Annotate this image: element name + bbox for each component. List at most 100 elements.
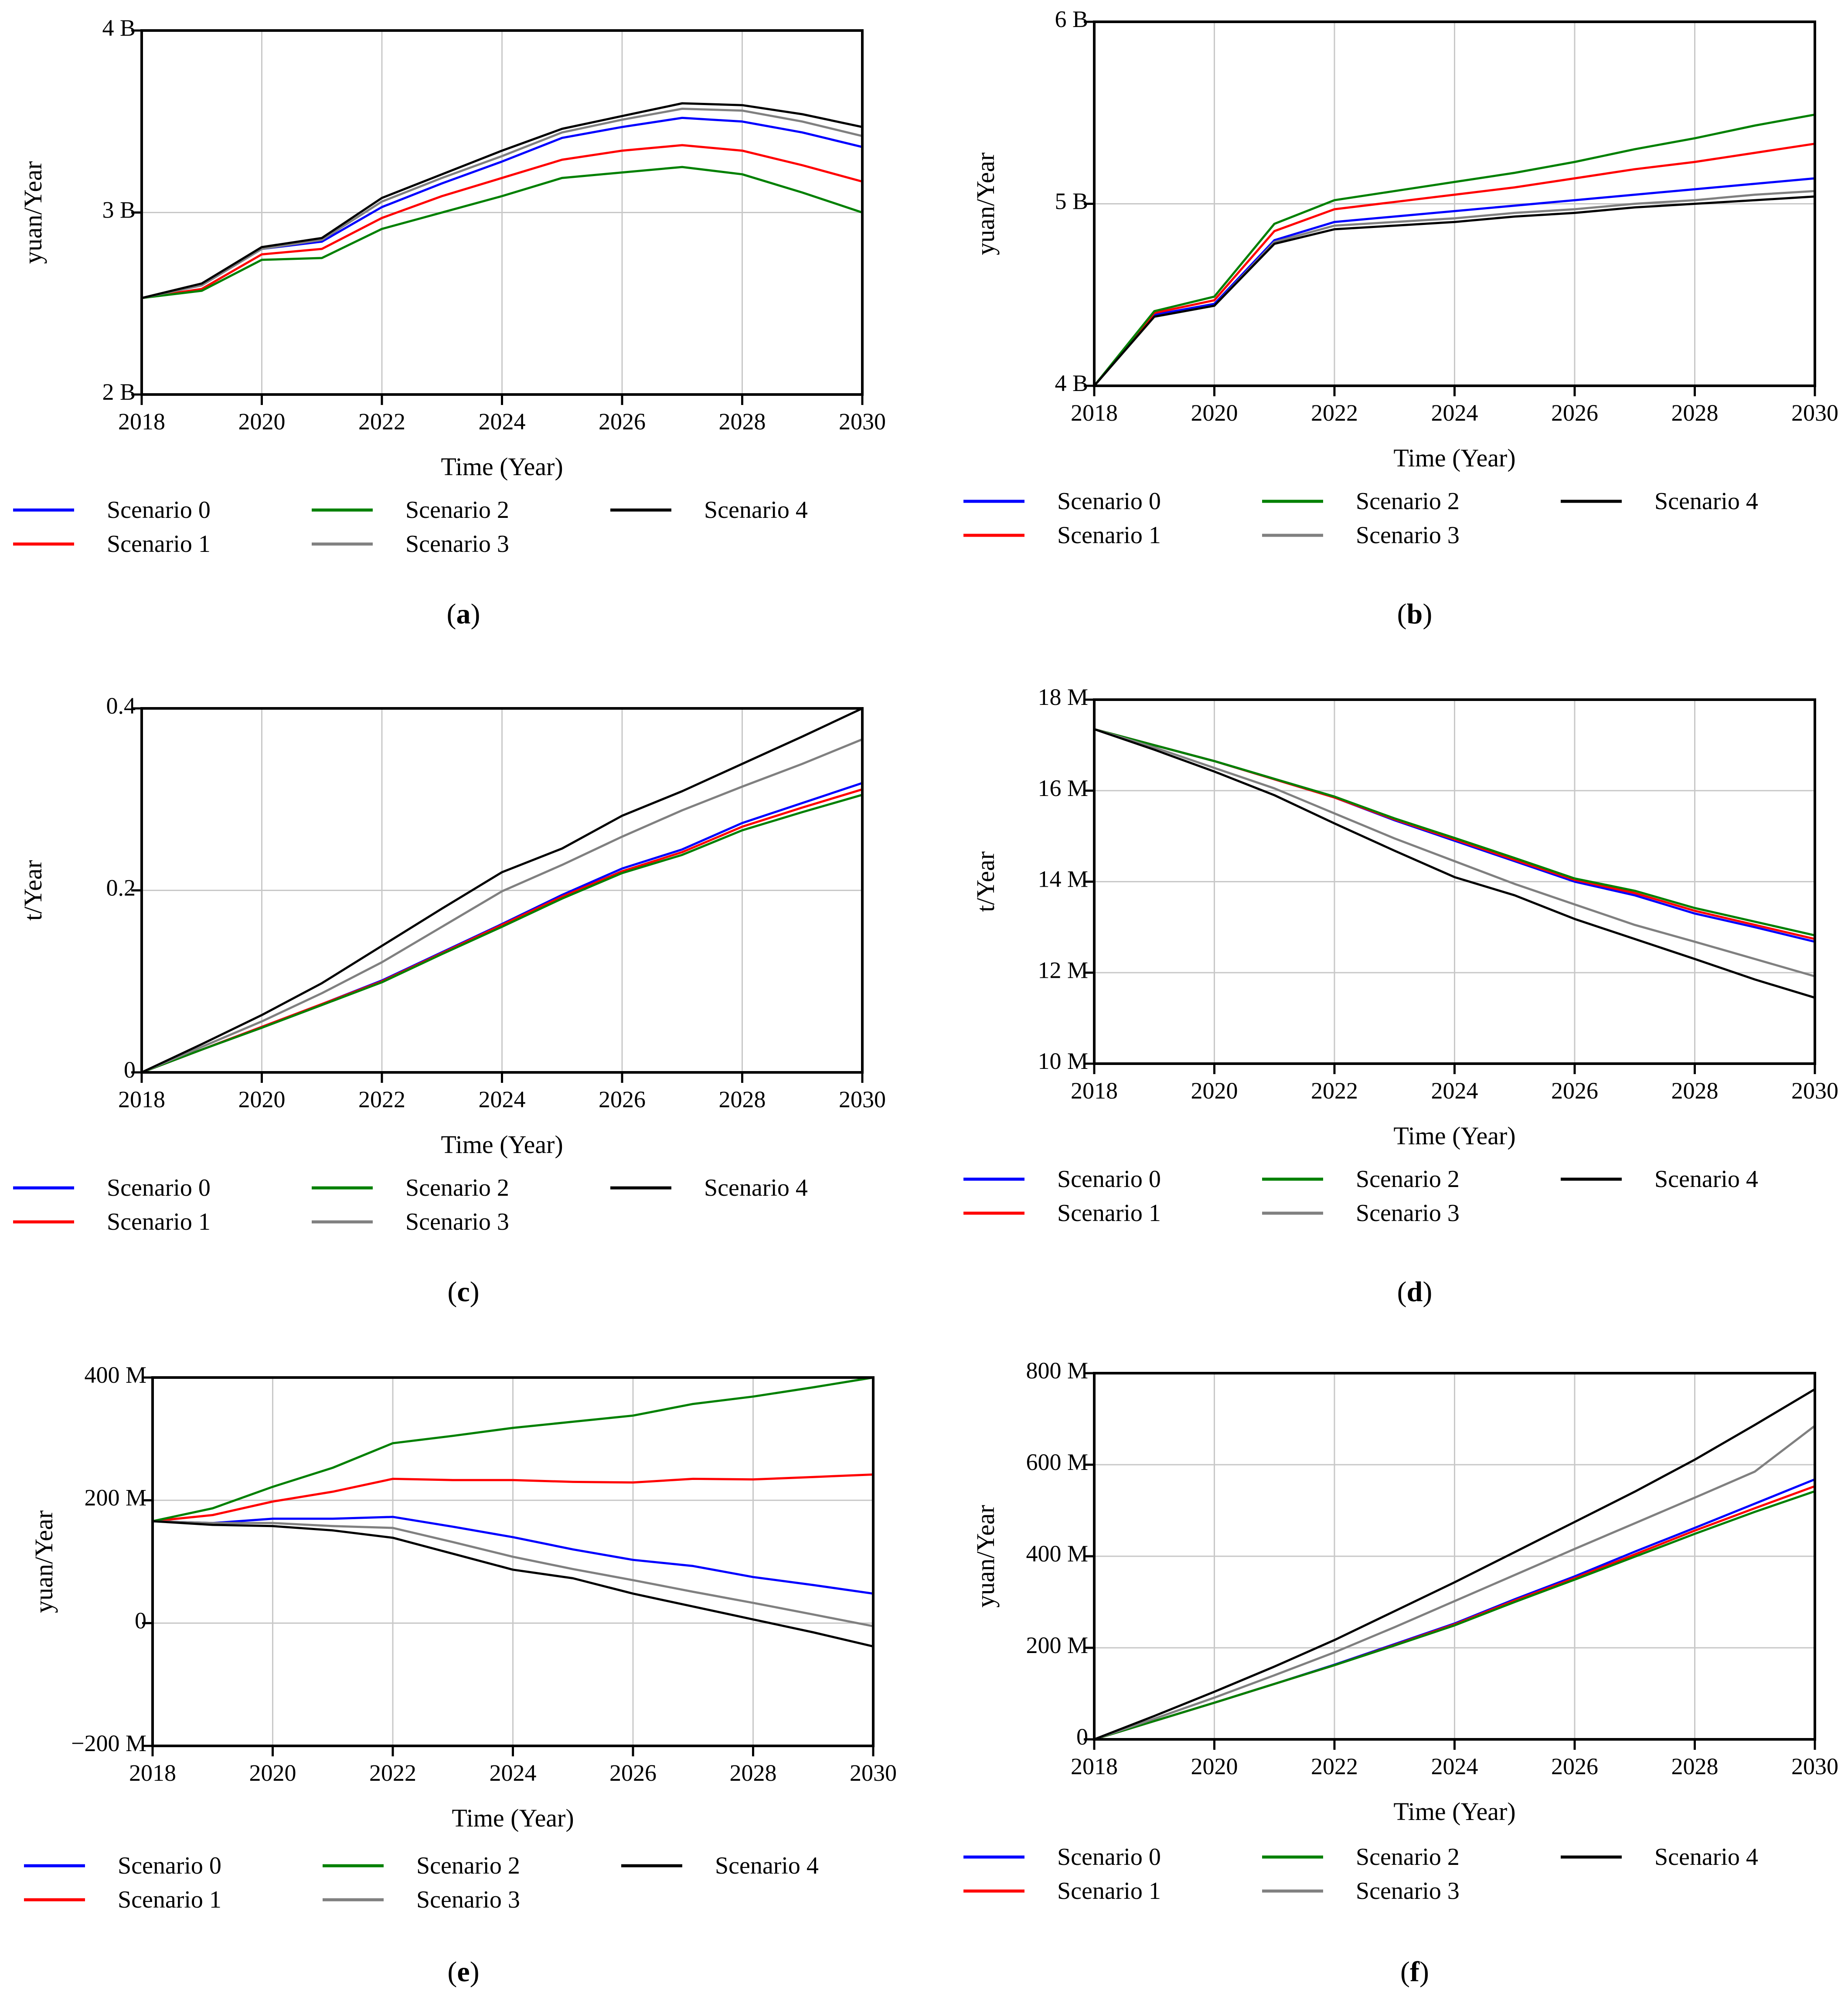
- series-line-scenario-0: [152, 1516, 874, 1595]
- x-tick-label: 2024: [1431, 1078, 1478, 1104]
- x-tick-label: 2020: [1191, 1753, 1238, 1779]
- legend-label: Scenario 1: [1057, 1878, 1161, 1905]
- y-tick-label: 10 M: [1038, 1048, 1088, 1074]
- legend-label: Scenario 4: [715, 1852, 819, 1879]
- x-tick-label: 2026: [1551, 400, 1598, 426]
- x-tick-label: 2030: [839, 408, 886, 435]
- panel-label: (e): [447, 1956, 479, 1988]
- chart-panel-a: 2 B 3 B 4 B 2018 2020 2022 2024 2026 2028 2030 Tim…: [13, 15, 886, 630]
- chart-panel-e: −200 M 0 200 M 400 M 2018 2020 2022 2024 2026 202…: [24, 1362, 897, 1988]
- y-tick-label: 0: [1076, 1724, 1088, 1750]
- series-line-scenario-2: [141, 166, 863, 299]
- x-tick-label: 2028: [719, 1086, 766, 1112]
- x-axis-label: Time (Year): [1393, 1797, 1515, 1826]
- series-line-scenario-1: [152, 1473, 874, 1523]
- legend-label: Scenario 1: [107, 1208, 211, 1235]
- legend-label: Scenario 2: [1356, 488, 1460, 515]
- x-tick-label: 2026: [599, 1086, 646, 1112]
- series-line-scenario-2: [152, 1376, 874, 1523]
- chart-panel-f: 0 200 M 400 M 600 M 800 M 2018 2020 2022 2024 202…: [963, 1357, 1838, 1988]
- y-tick-label: 18 M: [1038, 684, 1088, 710]
- x-axis-label: Time (Year): [441, 1130, 563, 1159]
- x-tick-label: 2028: [1671, 1753, 1719, 1779]
- legend-label: Scenario 0: [1057, 488, 1161, 515]
- y-tick-label: 400 M: [84, 1362, 146, 1388]
- series-line-scenario-2: [141, 793, 863, 1074]
- x-tick-label: 2020: [249, 1760, 296, 1786]
- x-tick-label: 2028: [730, 1760, 777, 1786]
- x-tick-label: 2024: [479, 1086, 526, 1112]
- series-line-scenario-1: [141, 144, 863, 299]
- legend-label: Scenario 2: [405, 497, 509, 524]
- x-tick-label: 2022: [358, 408, 405, 435]
- series-line-scenario-3: [141, 108, 863, 299]
- x-tick-label: 2018: [118, 1086, 165, 1112]
- y-tick-label: 4 B: [1055, 370, 1088, 396]
- x-tick-label: 2030: [1791, 400, 1838, 426]
- y-axis-label: t/Year: [19, 860, 47, 921]
- legend-label: Scenario 1: [107, 531, 211, 558]
- x-axis-label: Time (Year): [452, 1804, 574, 1832]
- x-tick-label: 2022: [1311, 400, 1358, 426]
- legend-label: Scenario 1: [1057, 1200, 1161, 1227]
- series-line-scenario-4: [1094, 728, 1815, 999]
- series-line-scenario-1: [1093, 143, 1815, 387]
- legend-label: Scenario 0: [107, 497, 211, 524]
- series-line-scenario-4: [1094, 1388, 1816, 1741]
- x-tick-label: 2022: [358, 1086, 405, 1112]
- x-tick-label: 2028: [1671, 1078, 1719, 1104]
- legend-label: Scenario 4: [1654, 1844, 1758, 1871]
- legend-label: Scenario 0: [118, 1852, 221, 1879]
- panel-label: (c): [447, 1276, 479, 1308]
- x-tick-label: 2028: [719, 408, 766, 435]
- y-axis-label: yuan/Year: [19, 161, 47, 264]
- y-tick-label: 3 B: [102, 197, 136, 223]
- legend-label: Scenario 4: [1654, 488, 1758, 515]
- y-tick-label: 200 M: [1026, 1632, 1088, 1658]
- legend: Scenario 0 Scenario 1 Scenario 2 Scenario 3…: [963, 1844, 1758, 1905]
- y-tick-label: 12 M: [1038, 957, 1088, 983]
- panel-label: (d): [1397, 1276, 1433, 1308]
- x-tick-label: 2030: [850, 1760, 897, 1786]
- y-tick-label: 600 M: [1026, 1449, 1088, 1475]
- x-tick-label: 2030: [1791, 1078, 1838, 1104]
- y-tick-label: 0: [135, 1607, 146, 1633]
- y-tick-label: 6 B: [1055, 6, 1088, 32]
- x-tick-label: 2024: [479, 408, 526, 435]
- y-axis-label: t/Year: [971, 851, 1000, 912]
- series-line-scenario-2: [1094, 728, 1815, 937]
- y-tick-label: 400 M: [1026, 1541, 1088, 1567]
- x-axis-label: Time (Year): [441, 452, 563, 481]
- legend-label: Scenario 3: [1356, 1878, 1460, 1905]
- x-tick-label: 2024: [490, 1760, 537, 1786]
- legend-label: Scenario 2: [1356, 1166, 1460, 1193]
- legend-label: Scenario 1: [1057, 522, 1161, 549]
- y-tick-label: 0.4: [106, 693, 136, 719]
- legend-label: Scenario 2: [405, 1174, 509, 1201]
- y-tick-label: 200 M: [84, 1485, 146, 1511]
- x-tick-label: 2020: [1191, 400, 1238, 426]
- x-tick-label: 2018: [129, 1760, 176, 1786]
- x-tick-label: 2026: [599, 408, 646, 435]
- legend-label: Scenario 3: [1356, 522, 1460, 549]
- panel-label: (a): [447, 598, 480, 630]
- panel-label: (b): [1397, 598, 1433, 630]
- x-tick-label: 2020: [238, 408, 286, 435]
- legend-label: Scenario 4: [704, 497, 808, 524]
- y-tick-label: 16 M: [1038, 775, 1088, 801]
- x-tick-label: 2030: [839, 1086, 886, 1112]
- x-tick-label: 2022: [1311, 1753, 1358, 1779]
- y-axis-label: yuan/Year: [30, 1510, 58, 1613]
- x-tick-label: 2018: [118, 408, 165, 435]
- x-tick-label: 2020: [238, 1086, 286, 1112]
- legend-label: Scenario 1: [118, 1886, 221, 1913]
- legend: Scenario 0 Scenario 1 Scenario 2 Scenario 3…: [24, 1852, 819, 1913]
- legend-label: Scenario 3: [405, 531, 509, 558]
- legend-label: Scenario 2: [1356, 1844, 1460, 1871]
- x-axis-label: Time (Year): [1393, 444, 1515, 472]
- y-tick-label: 2 B: [102, 379, 136, 405]
- y-tick-label: −200 M: [71, 1730, 146, 1756]
- series-line-scenario-4: [152, 1520, 874, 1648]
